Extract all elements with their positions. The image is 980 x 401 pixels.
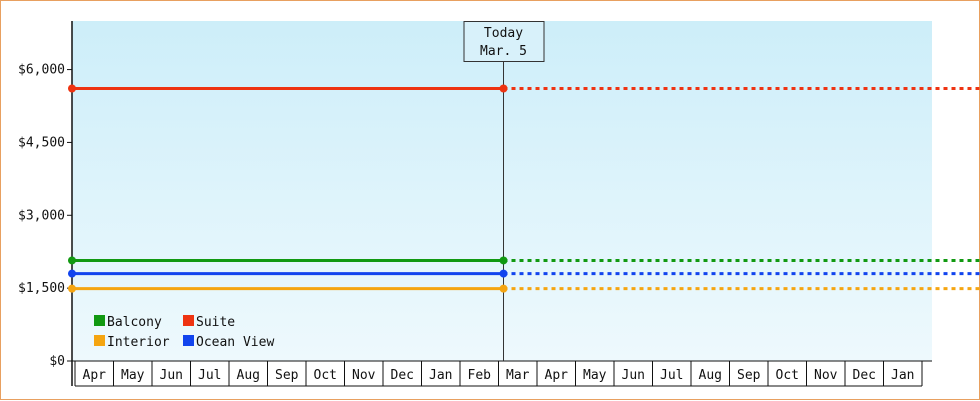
legend-label-suite: Suite [196,315,235,330]
x-tick-label: Jun [622,368,645,383]
x-tick-label: Jun [160,368,183,383]
x-tick-label: Nov [814,368,838,383]
x-tick-label: Apr [83,368,107,383]
x-tick-label: Jul [660,368,683,383]
x-tick-label: Oct [314,368,337,383]
series-point-balcony [499,256,508,265]
x-tick-label: Jul [198,368,221,383]
legend-label-ocean-view: Ocean View [196,335,274,350]
x-tick-label: May [583,368,607,383]
x-tick-label: Nov [352,368,376,383]
y-tick-label: $3,000 [18,208,65,223]
x-tick-label: May [121,368,145,383]
legend-swatch-balcony [94,315,105,326]
series-point-interior [68,284,76,293]
y-tick-label: $4,500 [18,135,65,150]
x-tick-label: Dec [391,368,414,383]
x-tick-label: Aug [699,368,722,383]
y-tick-label: $0 [49,354,65,369]
today-date: Mar. 5 [480,44,527,59]
x-tick-label: Apr [545,368,569,383]
x-tick-label: Sep [275,368,299,383]
series-point-interior [499,284,508,293]
legend-swatch-ocean-view [183,335,194,346]
x-tick-label: Aug [237,368,260,383]
y-tick-label: $1,500 [18,281,65,296]
y-tick-label: $6,000 [18,63,65,78]
legend-swatch-interior [94,335,105,346]
legend-swatch-suite [183,315,194,326]
x-tick-label: Oct [776,368,799,383]
legend-label-interior: Interior [107,335,170,350]
series-point-suite [68,84,76,93]
x-tick-label: Dec [853,368,876,383]
today-label-box [463,21,545,62]
today-label: Today [484,26,523,41]
x-tick-label: Mar [506,368,530,383]
legend-label-balcony: Balcony [107,315,162,330]
x-tick-label: Feb [468,368,492,383]
series-point-balcony [68,256,76,265]
series-point-ocean-view [68,269,76,278]
series-point-ocean-view [499,269,508,278]
plot-area [72,21,932,361]
x-tick-label: Sep [737,368,761,383]
x-tick-label: Jan [891,368,914,383]
x-tick-label: Jan [429,368,452,383]
series-point-suite [499,84,508,93]
